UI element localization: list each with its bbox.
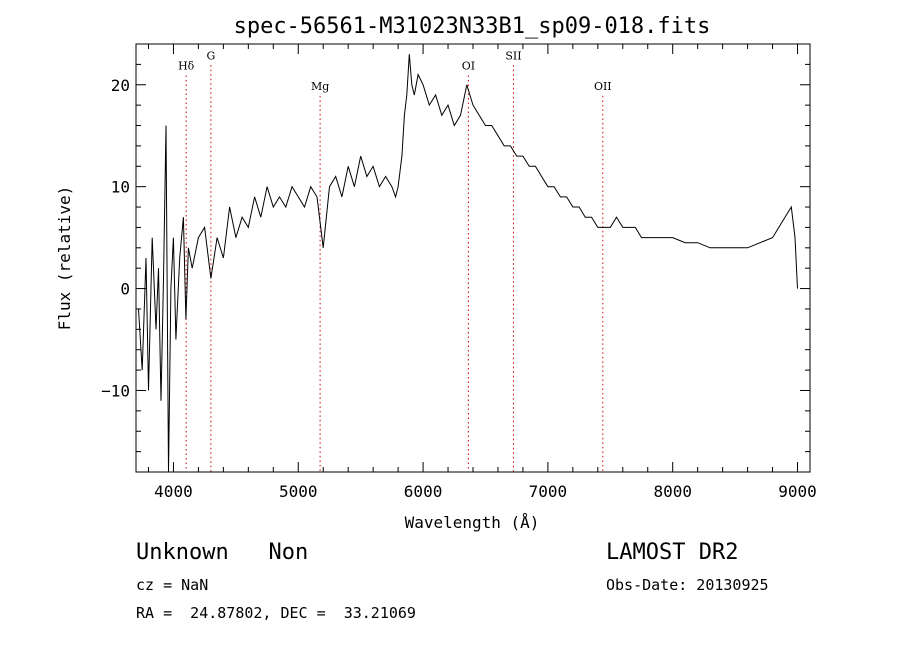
marker-label-3: OI [462,59,475,72]
y-tick-label: 0 [120,280,130,299]
x-axis: 4000 5000 6000 7000 8000 9000 [147,44,817,501]
marker-label-0: Hδ [178,59,195,72]
x-tick-label: 9000 [778,482,817,501]
x-tick-label: 7000 [529,482,568,501]
spectrum-line [138,54,798,473]
y-axis-label: Flux (relative) [55,186,74,331]
object-class: Unknown Non [136,540,309,565]
marker-label-2: Mg [311,80,329,93]
x-tick-label: 4000 [154,482,193,501]
x-axis-label: Wavelength (Å) [405,513,540,532]
spectral-line-markers: Hδ G Mg OI SII OII [178,49,612,472]
observation-date: Obs-Date: 20130925 [606,576,769,594]
x-tick-label: 8000 [653,482,692,501]
x-tick-label: 6000 [404,482,443,501]
marker-label-5: OII [594,80,612,93]
redshift-value: cz = NaN [136,576,209,594]
y-tick-label: 10 [111,178,130,197]
y-tick-label: 20 [111,76,130,95]
x-tick-label: 5000 [279,482,318,501]
y-tick-label: −10 [101,381,130,400]
plot-frame [135,43,811,473]
coordinates: RA = 24.87802, DEC = 33.21069 [136,604,416,622]
survey-name: LAMOST DR2 [606,540,739,565]
marker-label-4: SII [505,49,521,62]
y-axis: −10 0 10 20 [101,43,810,473]
marker-label-1: G [206,49,215,62]
chart-title: spec-56561-M31023N33B1_sp09-018.fits [234,14,711,39]
